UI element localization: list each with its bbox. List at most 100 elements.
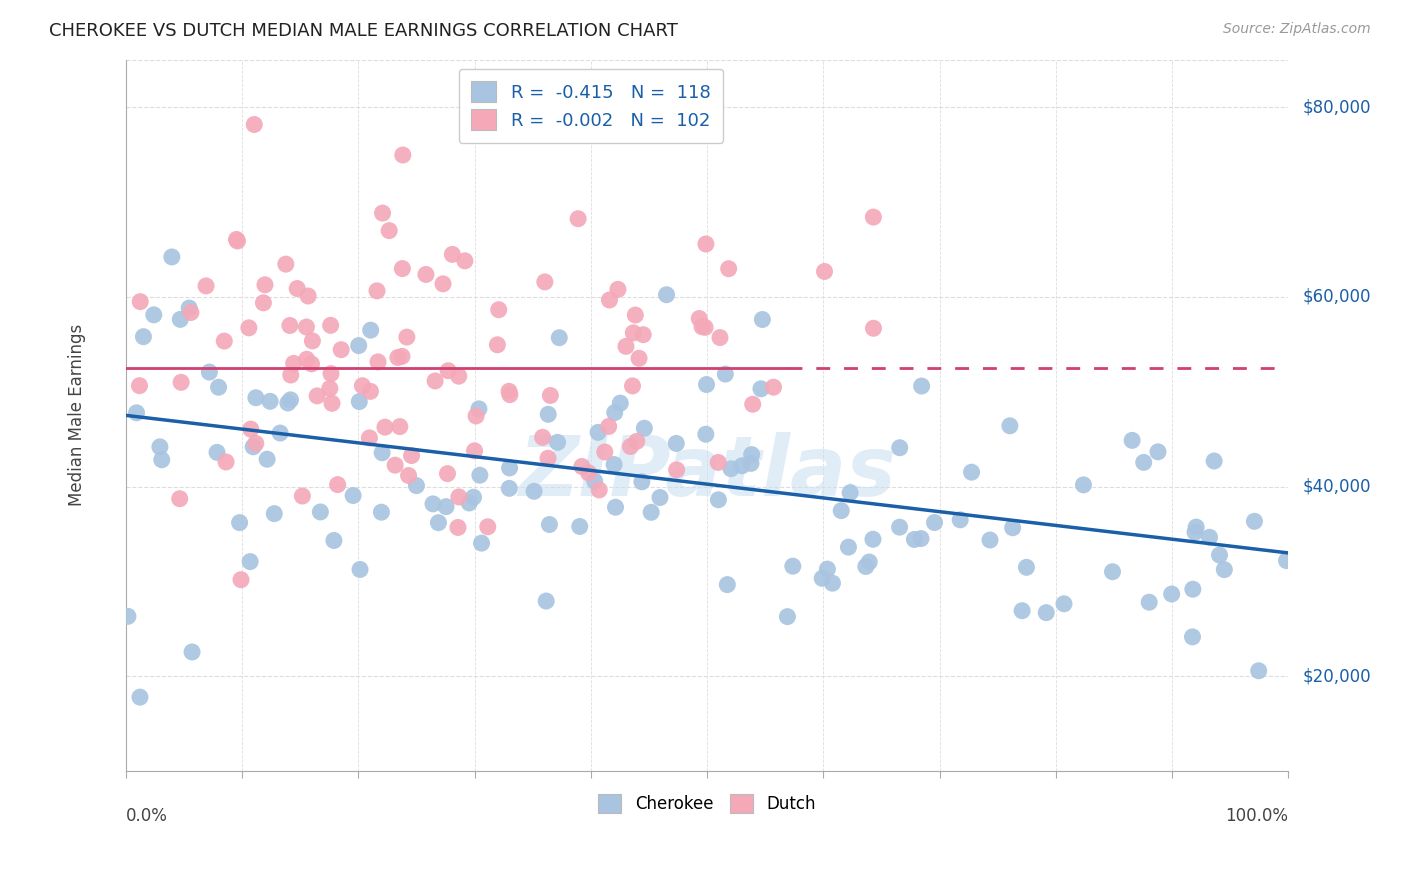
Point <box>538 388 561 402</box>
Point <box>1147 445 1170 459</box>
Point <box>142 308 165 322</box>
Point <box>132 329 155 343</box>
Point <box>534 275 557 289</box>
Text: 100.0%: 100.0% <box>1225 806 1288 825</box>
Point <box>523 484 546 499</box>
Point <box>371 206 394 220</box>
Point <box>291 489 314 503</box>
Point <box>245 391 267 405</box>
Point <box>395 330 418 344</box>
Point <box>295 352 318 367</box>
Point <box>349 562 371 576</box>
Point <box>360 323 382 337</box>
Point <box>170 376 193 390</box>
Point <box>1247 664 1270 678</box>
Point <box>180 305 202 319</box>
Point <box>858 555 880 569</box>
Point <box>707 492 730 507</box>
Point <box>605 500 627 515</box>
Point <box>633 421 655 435</box>
Point <box>614 339 637 353</box>
Point <box>468 468 491 483</box>
Point <box>195 279 218 293</box>
Point <box>693 320 716 334</box>
Point <box>464 443 486 458</box>
Point <box>263 507 285 521</box>
Point <box>537 451 560 466</box>
Point <box>454 253 477 268</box>
Text: $80,000: $80,000 <box>1302 98 1371 116</box>
Point <box>215 455 238 469</box>
Point <box>960 465 983 479</box>
Point <box>621 326 644 340</box>
Point <box>352 378 374 392</box>
Point <box>588 483 610 497</box>
Point <box>839 485 862 500</box>
Point <box>1213 563 1236 577</box>
Point <box>731 458 754 473</box>
Point <box>301 334 323 348</box>
Text: $20,000: $20,000 <box>1302 667 1371 685</box>
Point <box>619 440 641 454</box>
Point <box>198 365 221 379</box>
Point <box>741 448 763 462</box>
Point <box>741 397 763 411</box>
Point <box>437 364 460 378</box>
Point <box>277 396 299 410</box>
Point <box>837 540 859 554</box>
Point <box>477 520 499 534</box>
Point <box>378 224 401 238</box>
Point <box>319 367 342 381</box>
Point <box>347 338 370 352</box>
Point <box>401 449 423 463</box>
Point <box>274 257 297 271</box>
Point <box>1181 630 1204 644</box>
Point <box>253 277 276 292</box>
Point <box>309 505 332 519</box>
Point <box>830 503 852 517</box>
Point <box>949 513 972 527</box>
Point <box>903 533 925 547</box>
Text: 0.0%: 0.0% <box>127 806 167 825</box>
Point <box>283 356 305 370</box>
Point <box>628 351 651 366</box>
Point <box>239 422 262 436</box>
Point <box>1185 520 1208 534</box>
Point <box>367 355 389 369</box>
Point <box>214 334 236 348</box>
Point <box>498 481 520 495</box>
Point <box>862 533 884 547</box>
Point <box>606 282 628 296</box>
Point <box>498 384 520 399</box>
Point <box>1137 595 1160 609</box>
Point <box>821 576 844 591</box>
Point <box>537 407 560 421</box>
Point <box>463 490 485 504</box>
Point <box>1121 434 1143 448</box>
Point <box>1208 548 1230 562</box>
Point <box>238 321 260 335</box>
Point <box>648 491 671 505</box>
Point <box>688 311 710 326</box>
Point <box>388 419 411 434</box>
Point <box>720 461 742 475</box>
Point <box>640 505 662 519</box>
Point <box>129 690 152 705</box>
Text: $40,000: $40,000 <box>1302 477 1371 496</box>
Point <box>330 343 353 357</box>
Text: Source: ZipAtlas.com: Source: ZipAtlas.com <box>1223 22 1371 37</box>
Point <box>307 389 329 403</box>
Point <box>427 516 450 530</box>
Point <box>531 430 554 444</box>
Point <box>1243 514 1265 528</box>
Point <box>567 211 589 226</box>
Point <box>181 645 204 659</box>
Point <box>1073 478 1095 492</box>
Point <box>169 312 191 326</box>
Point <box>1015 560 1038 574</box>
Point <box>578 466 600 480</box>
Point <box>150 452 173 467</box>
Point <box>716 577 738 591</box>
Point <box>1160 587 1182 601</box>
Point <box>998 418 1021 433</box>
